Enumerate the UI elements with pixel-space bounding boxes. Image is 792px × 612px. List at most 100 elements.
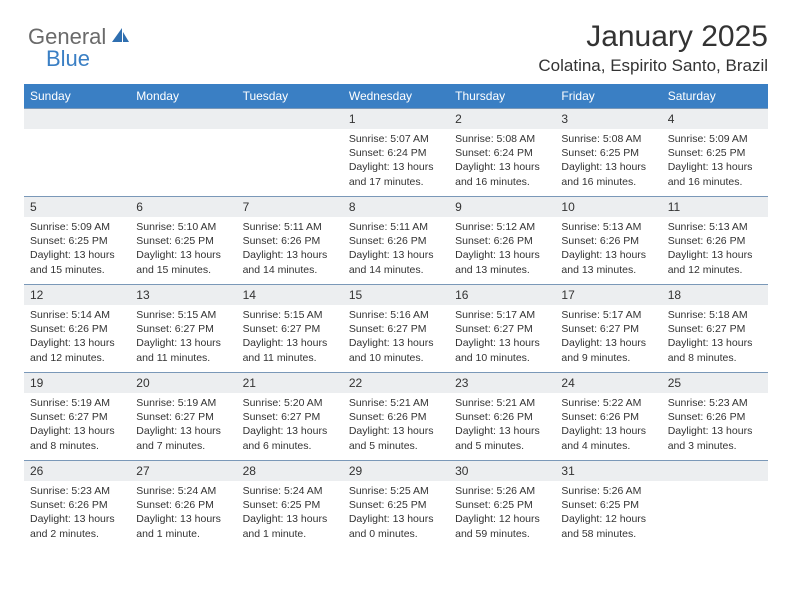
- date-number-empty: [24, 109, 130, 129]
- calendar-cell: 25Sunrise: 5:23 AMSunset: 6:26 PMDayligh…: [662, 373, 768, 461]
- calendar-cell: 1Sunrise: 5:07 AMSunset: 6:24 PMDaylight…: [343, 109, 449, 197]
- date-number-empty: [237, 109, 343, 129]
- cell-body: Sunrise: 5:23 AMSunset: 6:26 PMDaylight:…: [662, 393, 768, 459]
- calendar-cell: 12Sunrise: 5:14 AMSunset: 6:26 PMDayligh…: [24, 285, 130, 373]
- cell-body: Sunrise: 5:26 AMSunset: 6:25 PMDaylight:…: [555, 481, 661, 547]
- cell-body: Sunrise: 5:25 AMSunset: 6:25 PMDaylight:…: [343, 481, 449, 547]
- date-number: 24: [555, 373, 661, 393]
- calendar-cell: 2Sunrise: 5:08 AMSunset: 6:24 PMDaylight…: [449, 109, 555, 197]
- calendar-cell: 18Sunrise: 5:18 AMSunset: 6:27 PMDayligh…: [662, 285, 768, 373]
- cell-body: Sunrise: 5:18 AMSunset: 6:27 PMDaylight:…: [662, 305, 768, 371]
- logo-text-blue: Blue: [46, 46, 90, 71]
- cell-body: Sunrise: 5:13 AMSunset: 6:26 PMDaylight:…: [555, 217, 661, 283]
- day-header: Wednesday: [343, 84, 449, 109]
- date-number: 11: [662, 197, 768, 217]
- calendar-cell: 8Sunrise: 5:11 AMSunset: 6:26 PMDaylight…: [343, 197, 449, 285]
- date-number: 10: [555, 197, 661, 217]
- date-number: 14: [237, 285, 343, 305]
- calendar-cell: 29Sunrise: 5:25 AMSunset: 6:25 PMDayligh…: [343, 461, 449, 549]
- cell-body: Sunrise: 5:14 AMSunset: 6:26 PMDaylight:…: [24, 305, 130, 371]
- calendar-cell: 10Sunrise: 5:13 AMSunset: 6:26 PMDayligh…: [555, 197, 661, 285]
- calendar-cell: 22Sunrise: 5:21 AMSunset: 6:26 PMDayligh…: [343, 373, 449, 461]
- date-number: 9: [449, 197, 555, 217]
- cell-body: Sunrise: 5:20 AMSunset: 6:27 PMDaylight:…: [237, 393, 343, 459]
- day-header: Friday: [555, 84, 661, 109]
- day-header: Sunday: [24, 84, 130, 109]
- date-number: 28: [237, 461, 343, 481]
- cell-body: Sunrise: 5:22 AMSunset: 6:26 PMDaylight:…: [555, 393, 661, 459]
- date-number: 16: [449, 285, 555, 305]
- date-number: 8: [343, 197, 449, 217]
- date-number: 21: [237, 373, 343, 393]
- cell-body: Sunrise: 5:23 AMSunset: 6:26 PMDaylight:…: [24, 481, 130, 547]
- day-header-row: SundayMondayTuesdayWednesdayThursdayFrid…: [24, 84, 768, 109]
- calendar-cell: 23Sunrise: 5:21 AMSunset: 6:26 PMDayligh…: [449, 373, 555, 461]
- calendar-cell: 9Sunrise: 5:12 AMSunset: 6:26 PMDaylight…: [449, 197, 555, 285]
- date-number: 2: [449, 109, 555, 129]
- calendar-week-row: 5Sunrise: 5:09 AMSunset: 6:25 PMDaylight…: [24, 197, 768, 285]
- calendar-cell: 20Sunrise: 5:19 AMSunset: 6:27 PMDayligh…: [130, 373, 236, 461]
- date-number: 20: [130, 373, 236, 393]
- calendar-cell: 4Sunrise: 5:09 AMSunset: 6:25 PMDaylight…: [662, 109, 768, 197]
- date-number: 1: [343, 109, 449, 129]
- cell-body: Sunrise: 5:21 AMSunset: 6:26 PMDaylight:…: [343, 393, 449, 459]
- date-number: 17: [555, 285, 661, 305]
- calendar-week-row: 26Sunrise: 5:23 AMSunset: 6:26 PMDayligh…: [24, 461, 768, 549]
- calendar-cell: 19Sunrise: 5:19 AMSunset: 6:27 PMDayligh…: [24, 373, 130, 461]
- calendar-cell: [130, 109, 236, 197]
- calendar-cell: 15Sunrise: 5:16 AMSunset: 6:27 PMDayligh…: [343, 285, 449, 373]
- calendar-cell: 26Sunrise: 5:23 AMSunset: 6:26 PMDayligh…: [24, 461, 130, 549]
- date-number: 4: [662, 109, 768, 129]
- date-number: 25: [662, 373, 768, 393]
- cell-body: Sunrise: 5:11 AMSunset: 6:26 PMDaylight:…: [343, 217, 449, 283]
- cell-body: Sunrise: 5:15 AMSunset: 6:27 PMDaylight:…: [130, 305, 236, 371]
- cell-body: Sunrise: 5:11 AMSunset: 6:26 PMDaylight:…: [237, 217, 343, 283]
- date-number: 12: [24, 285, 130, 305]
- date-number: 22: [343, 373, 449, 393]
- calendar-cell: [662, 461, 768, 549]
- calendar-cell: 3Sunrise: 5:08 AMSunset: 6:25 PMDaylight…: [555, 109, 661, 197]
- day-header: Monday: [130, 84, 236, 109]
- calendar-cell: 11Sunrise: 5:13 AMSunset: 6:26 PMDayligh…: [662, 197, 768, 285]
- calendar-cell: 7Sunrise: 5:11 AMSunset: 6:26 PMDaylight…: [237, 197, 343, 285]
- cell-body: Sunrise: 5:17 AMSunset: 6:27 PMDaylight:…: [449, 305, 555, 371]
- calendar-cell: 16Sunrise: 5:17 AMSunset: 6:27 PMDayligh…: [449, 285, 555, 373]
- calendar-cell: 21Sunrise: 5:20 AMSunset: 6:27 PMDayligh…: [237, 373, 343, 461]
- cell-body: Sunrise: 5:09 AMSunset: 6:25 PMDaylight:…: [662, 129, 768, 195]
- date-number: 31: [555, 461, 661, 481]
- date-number-empty: [130, 109, 236, 129]
- calendar-cell: 14Sunrise: 5:15 AMSunset: 6:27 PMDayligh…: [237, 285, 343, 373]
- page-title: January 2025: [24, 20, 768, 54]
- calendar-week-row: 19Sunrise: 5:19 AMSunset: 6:27 PMDayligh…: [24, 373, 768, 461]
- cell-body: Sunrise: 5:19 AMSunset: 6:27 PMDaylight:…: [130, 393, 236, 459]
- calendar-cell: 6Sunrise: 5:10 AMSunset: 6:25 PMDaylight…: [130, 197, 236, 285]
- day-header: Tuesday: [237, 84, 343, 109]
- cell-body: Sunrise: 5:24 AMSunset: 6:25 PMDaylight:…: [237, 481, 343, 547]
- date-number: 19: [24, 373, 130, 393]
- cell-body: Sunrise: 5:19 AMSunset: 6:27 PMDaylight:…: [24, 393, 130, 459]
- cell-body: Sunrise: 5:24 AMSunset: 6:26 PMDaylight:…: [130, 481, 236, 547]
- date-number: 26: [24, 461, 130, 481]
- date-number: 30: [449, 461, 555, 481]
- date-number: 3: [555, 109, 661, 129]
- date-number: 5: [24, 197, 130, 217]
- page-subtitle: Colatina, Espirito Santo, Brazil: [24, 56, 768, 76]
- calendar-week-row: 12Sunrise: 5:14 AMSunset: 6:26 PMDayligh…: [24, 285, 768, 373]
- cell-body: Sunrise: 5:13 AMSunset: 6:26 PMDaylight:…: [662, 217, 768, 283]
- cell-body: Sunrise: 5:08 AMSunset: 6:25 PMDaylight:…: [555, 129, 661, 195]
- day-header: Saturday: [662, 84, 768, 109]
- logo-sail-icon: [110, 26, 130, 49]
- cell-body: Sunrise: 5:15 AMSunset: 6:27 PMDaylight:…: [237, 305, 343, 371]
- date-number: 13: [130, 285, 236, 305]
- calendar-cell: 17Sunrise: 5:17 AMSunset: 6:27 PMDayligh…: [555, 285, 661, 373]
- calendar-cell: 27Sunrise: 5:24 AMSunset: 6:26 PMDayligh…: [130, 461, 236, 549]
- calendar-cell: 24Sunrise: 5:22 AMSunset: 6:26 PMDayligh…: [555, 373, 661, 461]
- date-number: 15: [343, 285, 449, 305]
- date-number: 27: [130, 461, 236, 481]
- calendar-week-row: 1Sunrise: 5:07 AMSunset: 6:24 PMDaylight…: [24, 109, 768, 197]
- calendar-cell: 30Sunrise: 5:26 AMSunset: 6:25 PMDayligh…: [449, 461, 555, 549]
- cell-body: Sunrise: 5:16 AMSunset: 6:27 PMDaylight:…: [343, 305, 449, 371]
- cell-body: Sunrise: 5:21 AMSunset: 6:26 PMDaylight:…: [449, 393, 555, 459]
- day-header: Thursday: [449, 84, 555, 109]
- calendar-cell: 31Sunrise: 5:26 AMSunset: 6:25 PMDayligh…: [555, 461, 661, 549]
